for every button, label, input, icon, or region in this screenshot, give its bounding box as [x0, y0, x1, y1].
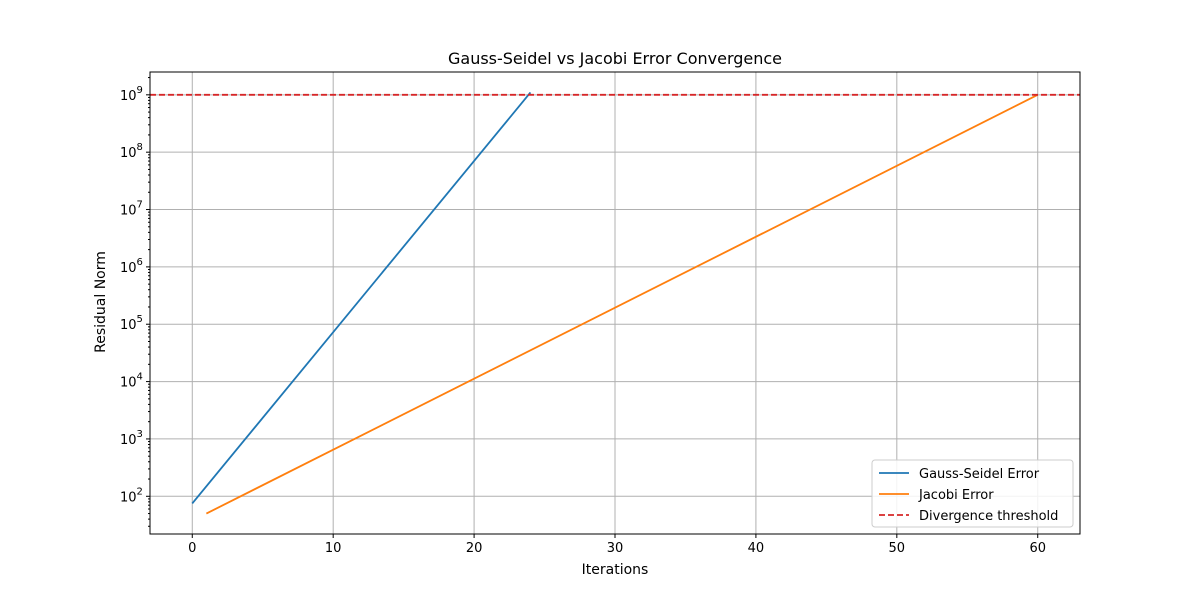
y-tick-label: 107	[120, 200, 143, 219]
y-tick-exponent: 9	[137, 85, 143, 96]
y-tick-base: 10	[120, 318, 137, 333]
y-tick-label: 108	[120, 142, 143, 161]
x-tick-label: 20	[466, 541, 483, 556]
y-tick-base: 10	[120, 261, 137, 276]
x-axis-label: Iterations	[582, 562, 649, 578]
series-jacobi-error-line	[205, 94, 1039, 515]
y-tick-label: 102	[120, 486, 143, 505]
y-tick-label: 106	[120, 257, 143, 276]
y-tick-exponent: 4	[137, 372, 143, 383]
x-tick-label: 60	[1029, 541, 1046, 556]
y-tick-base: 10	[120, 204, 137, 219]
chart-title: Gauss-Seidel vs Jacobi Error Convergence	[448, 49, 782, 68]
legend-label: Divergence threshold	[919, 509, 1058, 524]
x-tick-label: 50	[889, 541, 906, 556]
y-tick-base: 10	[120, 146, 137, 161]
x-tick-label: 30	[607, 541, 624, 556]
y-tick-base: 10	[120, 433, 137, 448]
x-tick-label: 0	[188, 541, 196, 556]
legend-label: Gauss-Seidel Error	[919, 467, 1040, 482]
legend-label: Jacobi Error	[918, 488, 994, 503]
y-tick-label: 109	[120, 85, 143, 104]
x-tick-label: 40	[748, 541, 765, 556]
x-tick-label: 10	[325, 541, 342, 556]
y-axis-label: Residual Norm	[93, 251, 109, 353]
y-tick-exponent: 2	[137, 486, 143, 497]
y-tick-base: 10	[120, 89, 137, 104]
y-tick-exponent: 6	[137, 257, 143, 268]
y-tick-label: 104	[120, 372, 143, 391]
y-tick-label: 103	[120, 429, 143, 448]
y-tick-label: 105	[120, 314, 143, 333]
y-tick-base: 10	[120, 376, 137, 391]
y-tick-base: 10	[120, 490, 137, 505]
legend: Gauss-Seidel Error Jacobi Error Divergence…	[871, 459, 1074, 528]
legend-box	[871, 459, 1074, 528]
series-gauss-seidel-error-line	[191, 91, 532, 505]
y-tick-exponent: 3	[137, 429, 143, 440]
series-layer	[150, 91, 1080, 515]
y-tick-exponent: 7	[137, 200, 143, 211]
y-tick-exponent: 8	[137, 142, 143, 153]
y-tick-exponent: 5	[137, 314, 143, 325]
